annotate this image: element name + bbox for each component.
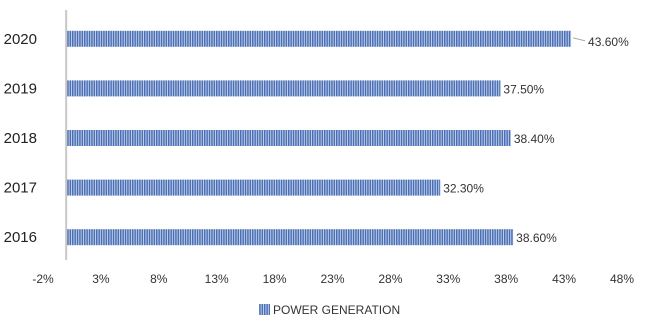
bar-2017 (66, 179, 441, 196)
category-label-2016: 2016 (4, 229, 37, 246)
category-label-2017: 2017 (4, 180, 37, 197)
labels-layer: 2020 43.60% 2019 37.50% 2018 38.40% 2017 32.30%… (4, 31, 629, 246)
category-label-2020: 2020 (4, 31, 37, 48)
x-tick-label: 48% (610, 272, 634, 286)
x-tick-label: 13% (205, 272, 229, 286)
data-label-2020: 43.60% (588, 35, 629, 49)
data-label-2016: 38.60% (516, 231, 557, 245)
bar-2019 (66, 80, 501, 97)
legend-label: POWER GENERATION (273, 303, 400, 317)
x-tick-label: 28% (378, 272, 402, 286)
data-label-2019: 37.50% (503, 82, 544, 96)
legend-swatch (259, 304, 270, 315)
bars-layer (66, 30, 572, 246)
legend: POWER GENERATION (259, 303, 400, 317)
x-tick-label: 3% (92, 272, 110, 286)
category-label-2019: 2019 (4, 80, 37, 97)
bar-2018 (66, 130, 511, 146)
category-label-2018: 2018 (4, 130, 37, 147)
x-tick-label: 18% (263, 272, 287, 286)
x-tick-label: 8% (150, 272, 168, 286)
x-tick-label: 33% (436, 272, 460, 286)
x-tick-label: 38% (494, 272, 518, 286)
x-tick-label: 43% (552, 272, 576, 286)
x-tick-label: 23% (320, 272, 344, 286)
data-label-leader-line (572, 37, 586, 42)
data-label-2018: 38.40% (514, 132, 555, 146)
x-axis-ticks: -2% 3% 8% 13% 18% 23% 28% 33% 38% 43% 48% (32, 272, 634, 286)
x-tick-label: -2% (32, 272, 54, 286)
bar-2016 (66, 229, 514, 246)
bar-2020 (66, 30, 572, 47)
data-label-2017: 32.30% (443, 182, 484, 196)
